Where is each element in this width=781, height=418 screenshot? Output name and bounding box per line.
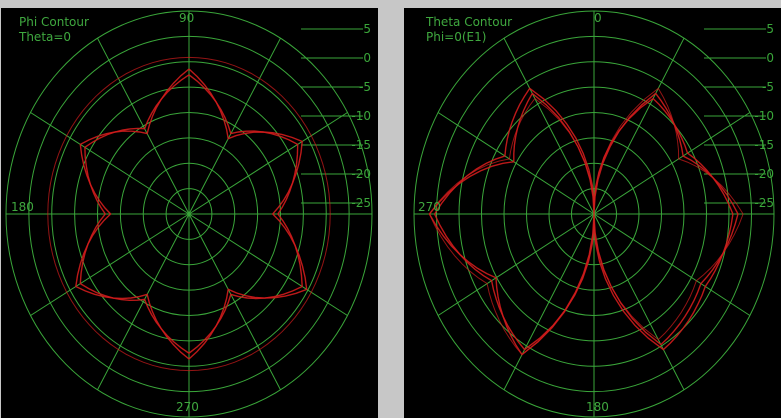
grid-spoke (30, 112, 190, 215)
grid-spoke (503, 37, 595, 215)
grid-spoke (593, 213, 685, 391)
r-tick-label: -5 (762, 80, 774, 94)
angle-label-left: 180 (11, 200, 34, 214)
pattern-series-3 (428, 87, 744, 356)
pattern-series-3 (47, 56, 331, 372)
r-tick-label: 0 (363, 51, 371, 65)
angle-label-top: 0 (594, 11, 602, 25)
panel-subtitle: Theta=0 (19, 30, 72, 44)
grid-spoke (593, 37, 685, 215)
r-tick-label: -20 (754, 167, 774, 181)
angle-label-top: 90 (179, 11, 195, 25)
grid-spoke (97, 213, 190, 391)
r-tick-label: -15 (351, 138, 371, 152)
phi-contour-panel: 5 0 -5 -10 -15 -20 -25 Phi Contour Theta=0 90 … (1, 8, 378, 418)
r-tick-label: 5 (363, 22, 371, 36)
r-tick-label: -20 (351, 167, 371, 181)
grid-spoke (188, 213, 348, 316)
grid-spoke (593, 213, 751, 316)
pattern-series-1 (75, 68, 308, 360)
grid-spoke (188, 213, 281, 391)
pattern-series-1 (428, 92, 739, 356)
angle-label-bottom: 270 (176, 400, 199, 414)
phi-contour-plot: 5 0 -5 -10 -15 -20 -25 (5, 10, 373, 418)
r-tick-label: 0 (766, 51, 774, 65)
angle-label-bottom: 180 (586, 400, 609, 414)
theta-contour-plot: 5 0 -5 -10 -15 -20 -25 (413, 10, 775, 418)
grid-spoke (188, 112, 348, 215)
grid-spoke (437, 213, 595, 316)
pattern-series-2 (79, 74, 303, 355)
r-tick-label: -10 (351, 109, 371, 123)
angle-label-left: 270 (418, 200, 441, 214)
r-tick-label: -25 (351, 196, 371, 210)
grid-spoke (97, 37, 190, 215)
panel-title: Theta Contour (426, 15, 513, 29)
grid-spoke (188, 37, 281, 215)
grid-spoke (30, 213, 190, 316)
theta-contour-panel: 5 0 -5 -10 -15 -20 -25 Theta Contour Phi=0(E1)… (404, 8, 781, 418)
grid-spoke (437, 112, 595, 215)
r-tick-label: -5 (359, 80, 371, 94)
r-tick-label: -10 (754, 109, 774, 123)
grid-spoke (593, 112, 751, 215)
grid-spoke (503, 213, 595, 391)
r-tick-label: -15 (754, 138, 774, 152)
r-tick-label: -25 (754, 196, 774, 210)
panel-subtitle: Phi=0(E1) (426, 30, 487, 44)
r-tick-label: 5 (766, 22, 774, 36)
panel-title: Phi Contour (19, 15, 89, 29)
